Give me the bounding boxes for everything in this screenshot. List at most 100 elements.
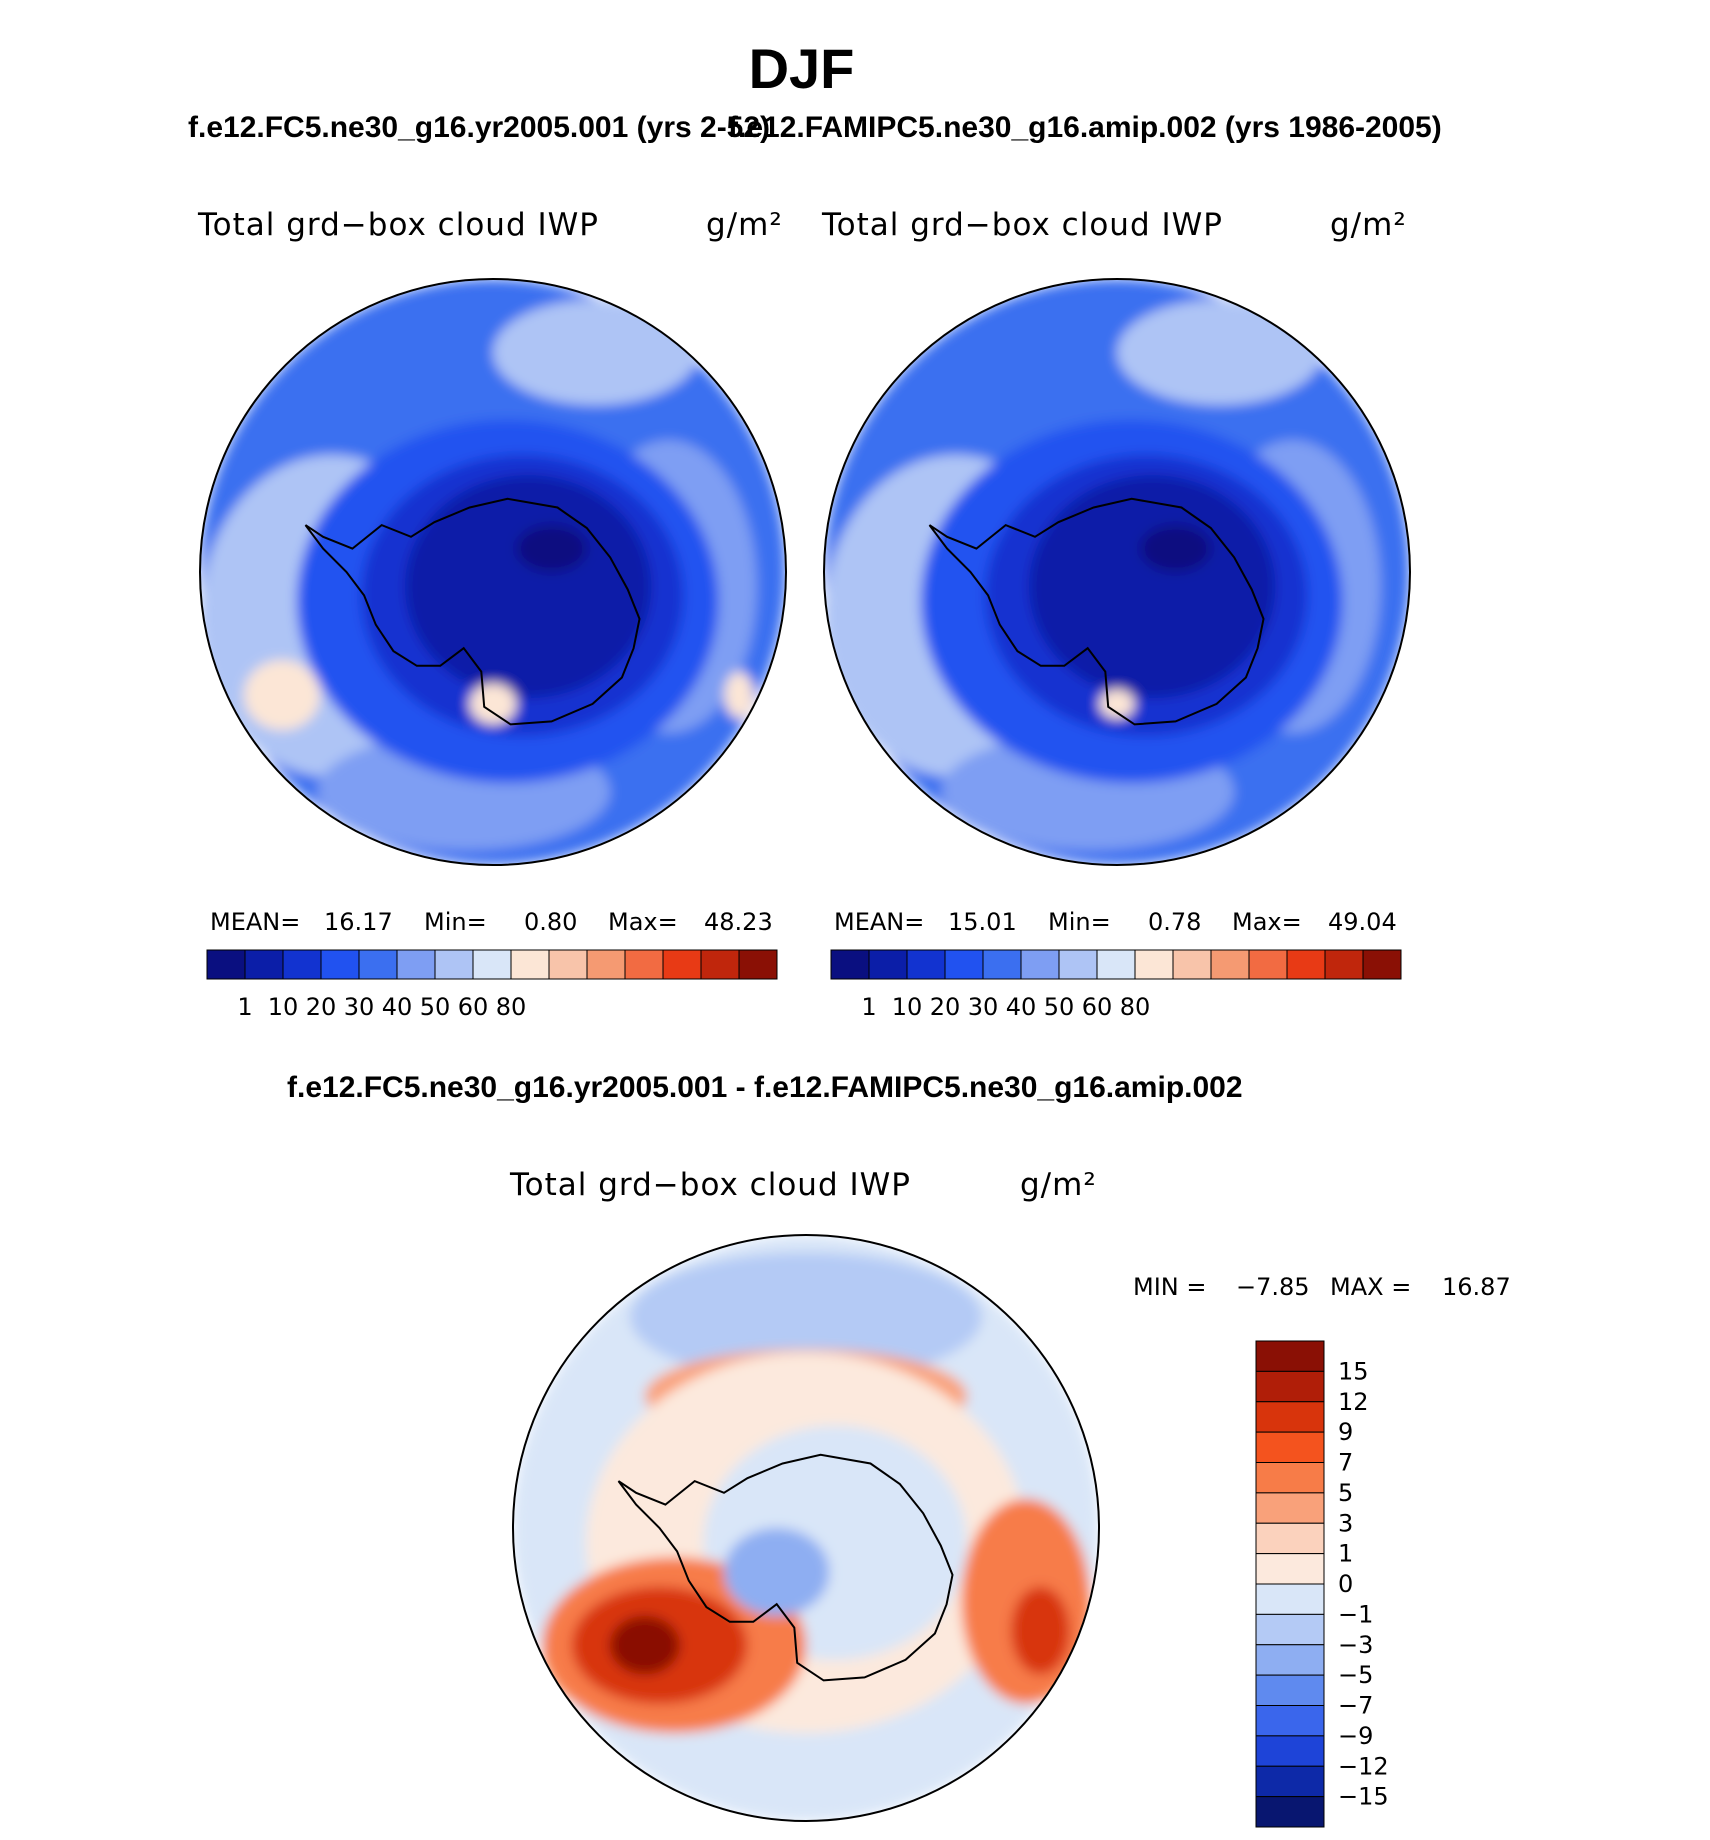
difference-title: f.e12.FC5.ne30_g16.yr2005.001 - f.e12.FA… — [287, 1071, 1243, 1104]
colorbar-swatch — [1210, 949, 1250, 980]
difference-colorbar: 15 129 753 10−1 −3−5 −7−9−12 −15 — [1255, 1340, 1389, 1828]
colorbar-tick-label: 30 — [968, 993, 999, 1021]
figure-title: DJF — [748, 37, 855, 100]
diff-variable-label: Total grd−box cloud IWP — [510, 1167, 911, 1203]
colorbar-swatch — [944, 949, 984, 980]
colorbar-tick-label: −12 — [1338, 1752, 1389, 1780]
colorbar-swatch — [1255, 1462, 1325, 1494]
colorbar-tick-label: 20 — [930, 993, 961, 1021]
colorbar-tick-label: 10 — [892, 993, 923, 1021]
left-mean-value: 16.17 — [324, 908, 393, 936]
colorbar-swatch — [1255, 1401, 1325, 1433]
model-colorbar: 1 10 20 30 40 50 60 80 — [206, 949, 778, 1021]
colorbar-swatch — [282, 949, 322, 980]
colorbar-tick-label: 50 — [1044, 993, 1075, 1021]
colorbar-swatch — [1255, 1674, 1325, 1706]
colorbar-swatch — [1255, 1644, 1325, 1676]
right-max-value: 49.04 — [1328, 908, 1397, 936]
colorbar-tick-label: −5 — [1338, 1661, 1373, 1689]
colorbar-swatch — [1058, 949, 1098, 980]
colorbar-tick-label: 5 — [1338, 1479, 1353, 1507]
right-mean-label: MEAN= — [834, 908, 925, 936]
obs-polar-map — [823, 278, 1411, 866]
colorbar-tick-label: 60 — [1082, 993, 1113, 1021]
colorbar-swatch — [358, 949, 398, 980]
diff-max-label: MAX = — [1330, 1273, 1412, 1301]
colorbar-swatch — [434, 949, 474, 980]
right-min-label: Min= — [1048, 908, 1111, 936]
right-variable-label: Total grd−box cloud IWP — [822, 207, 1223, 243]
left-case-title: f.e12.FC5.ne30_g16.yr2005.001 (yrs 2-52) — [188, 111, 771, 144]
colorbar-swatch — [1255, 1765, 1325, 1798]
colorbar-swatch — [586, 949, 626, 980]
obs-colorbar: 1 10 20 30 40 50 60 80 — [830, 949, 1402, 1021]
colorbar-swatch — [1172, 949, 1212, 980]
colorbar-tick-label: 60 — [458, 993, 489, 1021]
colorbar-swatch — [1255, 1553, 1325, 1585]
colorbar-swatch — [624, 949, 664, 980]
left-min-label: Min= — [424, 908, 487, 936]
colorbar-tick-label: −15 — [1338, 1783, 1389, 1811]
colorbar-tick-label: 1 — [237, 993, 252, 1021]
colorbar-swatch — [700, 949, 740, 980]
right-units-label: g/m² — [1330, 207, 1407, 243]
colorbar-tick-label: 15 — [1338, 1357, 1369, 1385]
colorbar-tick-label: −7 — [1338, 1692, 1373, 1720]
colorbar-tick-label: −3 — [1338, 1631, 1373, 1659]
colorbar-swatch — [510, 949, 550, 980]
colorbar-swatch — [1255, 1492, 1325, 1524]
colorbar-tick-label: 9 — [1338, 1418, 1353, 1446]
colorbar-tick-label: 20 — [306, 993, 337, 1021]
colorbar-tick-label: 40 — [1006, 993, 1037, 1021]
colorbar-tick-label: 10 — [268, 993, 299, 1021]
model-polar-map — [199, 278, 787, 866]
colorbar-tick-label: 80 — [496, 993, 527, 1021]
diff-units-label: g/m² — [1020, 1167, 1097, 1203]
colorbar-swatch — [1248, 949, 1288, 980]
colorbar-tick-label: 3 — [1338, 1509, 1353, 1537]
colorbar-swatch — [1362, 949, 1402, 980]
right-max-label: Max= — [1232, 908, 1302, 936]
colorbar-swatch — [396, 949, 436, 980]
colorbar-tick-label: 30 — [344, 993, 375, 1021]
colorbar-swatch — [1255, 1340, 1325, 1372]
right-mean-value: 15.01 — [948, 908, 1017, 936]
colorbar-swatch — [982, 949, 1022, 980]
colorbar-swatch — [1134, 949, 1174, 980]
diff-min-label: MIN = — [1133, 1273, 1207, 1301]
colorbar-swatch — [1255, 1431, 1325, 1463]
colorbar-tick-label: 40 — [382, 993, 413, 1021]
colorbar-tick-label: 0 — [1338, 1570, 1353, 1598]
diff-min-value: −7.85 — [1236, 1273, 1310, 1301]
colorbar-swatch — [1255, 1370, 1325, 1403]
left-units-label: g/m² — [706, 207, 783, 243]
left-max-value: 48.23 — [704, 908, 773, 936]
left-mean-label: MEAN= — [210, 908, 301, 936]
difference-polar-map — [512, 1234, 1100, 1822]
colorbar-tick-label: 80 — [1120, 993, 1151, 1021]
left-min-value: 0.80 — [524, 908, 578, 936]
colorbar-swatch — [1255, 1522, 1325, 1555]
colorbar-swatch — [548, 949, 588, 980]
colorbar-swatch — [320, 949, 360, 980]
colorbar-swatch — [1255, 1583, 1325, 1615]
colorbar-tick-label: 7 — [1338, 1449, 1353, 1477]
colorbar-swatch — [738, 949, 778, 980]
colorbar-swatch — [1096, 949, 1136, 980]
colorbar-swatch — [906, 949, 946, 980]
right-case-title: f.e12.FAMIPC5.ne30_g16.amip.002 (yrs 198… — [728, 111, 1442, 144]
colorbar-swatch — [244, 949, 284, 980]
colorbar-swatch — [662, 949, 702, 980]
left-variable-label: Total grd−box cloud IWP — [198, 207, 599, 243]
colorbar-swatch — [868, 949, 908, 980]
colorbar-tick-label: 12 — [1338, 1388, 1369, 1416]
colorbar-tick-label: 1 — [1338, 1540, 1353, 1568]
colorbar-swatch — [830, 949, 870, 980]
left-max-label: Max= — [608, 908, 678, 936]
colorbar-swatch — [1286, 949, 1326, 980]
colorbar-swatch — [1255, 1796, 1325, 1828]
colorbar-tick-label: 1 — [861, 993, 876, 1021]
diff-max-value: 16.87 — [1442, 1273, 1511, 1301]
colorbar-swatch — [1255, 1613, 1325, 1646]
